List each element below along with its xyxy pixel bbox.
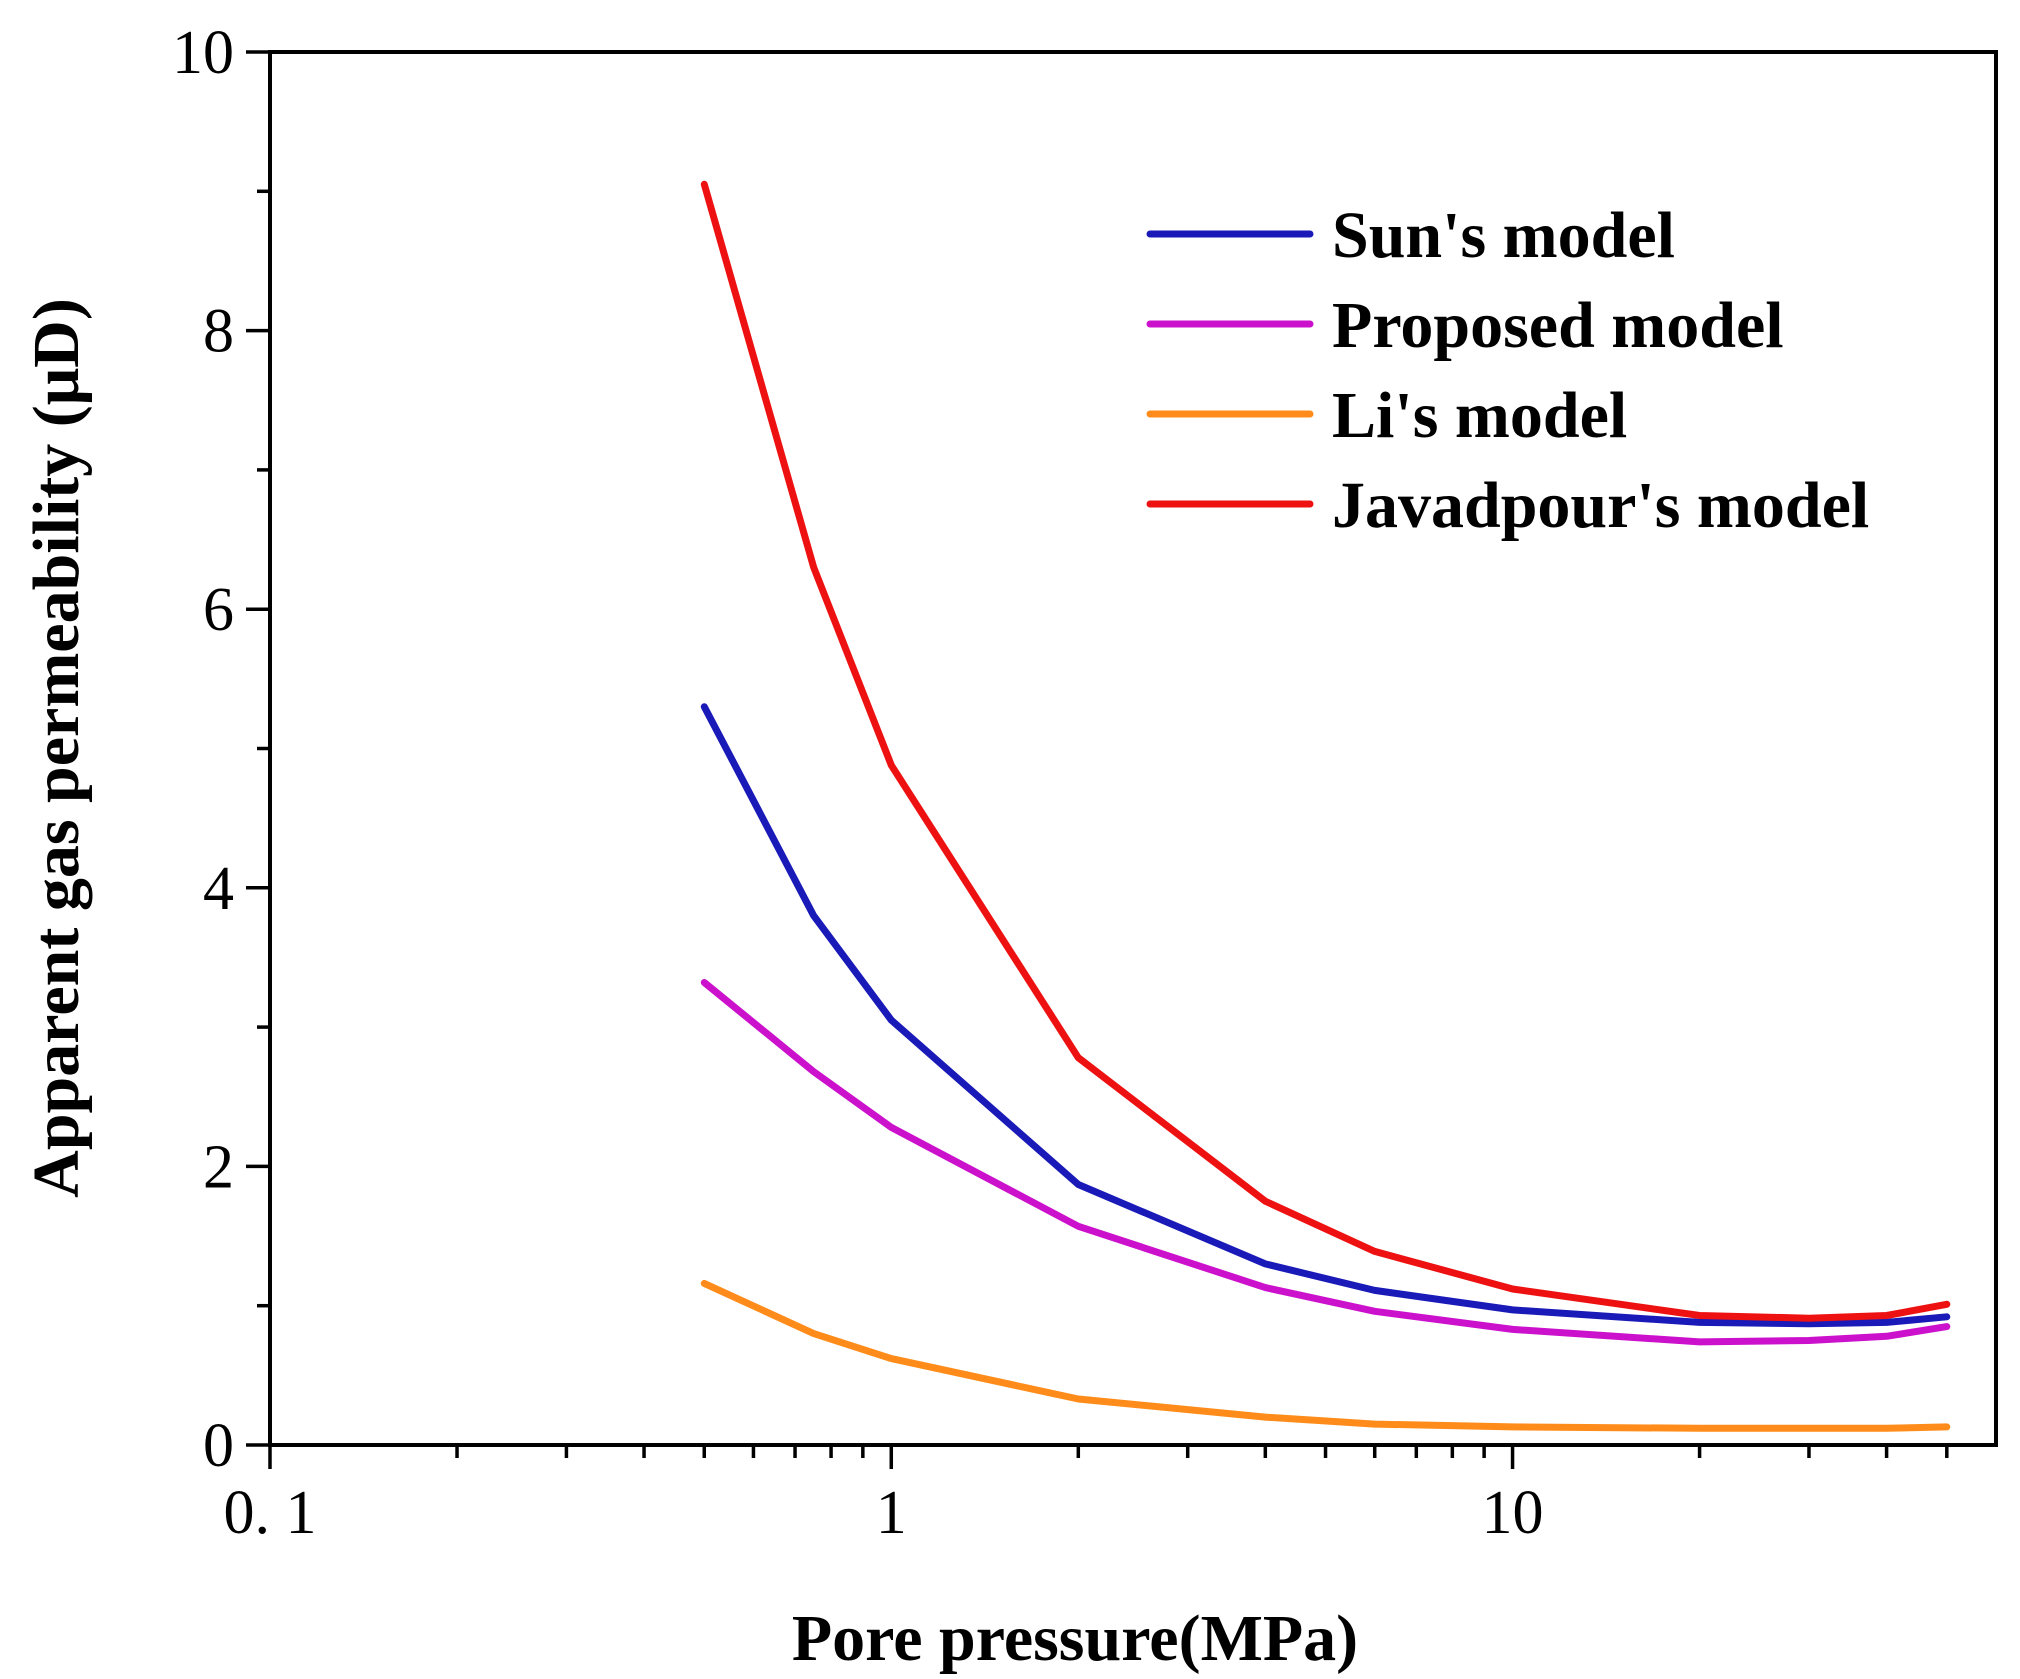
series-group (700, 180, 1951, 1432)
x-tick-label: 0. 1 (224, 1479, 317, 1547)
series-line-proposed-model (700, 979, 1951, 1346)
legend-label-sun-s-model: Sun's model (1332, 199, 1675, 272)
x-axis-title: Pore pressure(MPa) (792, 1602, 1358, 1675)
legend-label-proposed-model: Proposed model (1332, 289, 1784, 362)
legend-label-li-s-model: Li's model (1332, 379, 1627, 452)
y-tick-label: 2 (203, 1133, 234, 1201)
y-tick-label: 6 (203, 576, 234, 644)
y-tick-label: 8 (203, 298, 234, 366)
plot-frame (268, 50, 1998, 1447)
y-tick-label: 0 (203, 1412, 234, 1480)
legend-label-javadpour-s-model: Javadpour's model (1332, 469, 1869, 542)
axis-ticks (246, 50, 1949, 1469)
x-tick-label: 1 (876, 1479, 907, 1547)
plot-area-border (268, 50, 1998, 1447)
y-tick-label: 4 (203, 855, 234, 923)
legend: Sun's model Proposed model Li's model Javad… (1146, 199, 1869, 542)
tick-labels: 0 2 4 6 8 10 0. 1 1 10 (172, 19, 1544, 1547)
x-tick-label: 10 (1482, 1479, 1544, 1547)
series-line-li-s-model (700, 1279, 1951, 1432)
y-axis-title: Apparent gas permeability (μD) (20, 298, 93, 1198)
series-line-javadpour-s-model (700, 180, 1951, 1322)
y-tick-label: 10 (172, 19, 234, 87)
series-line-sun-s-model (700, 703, 1951, 1328)
